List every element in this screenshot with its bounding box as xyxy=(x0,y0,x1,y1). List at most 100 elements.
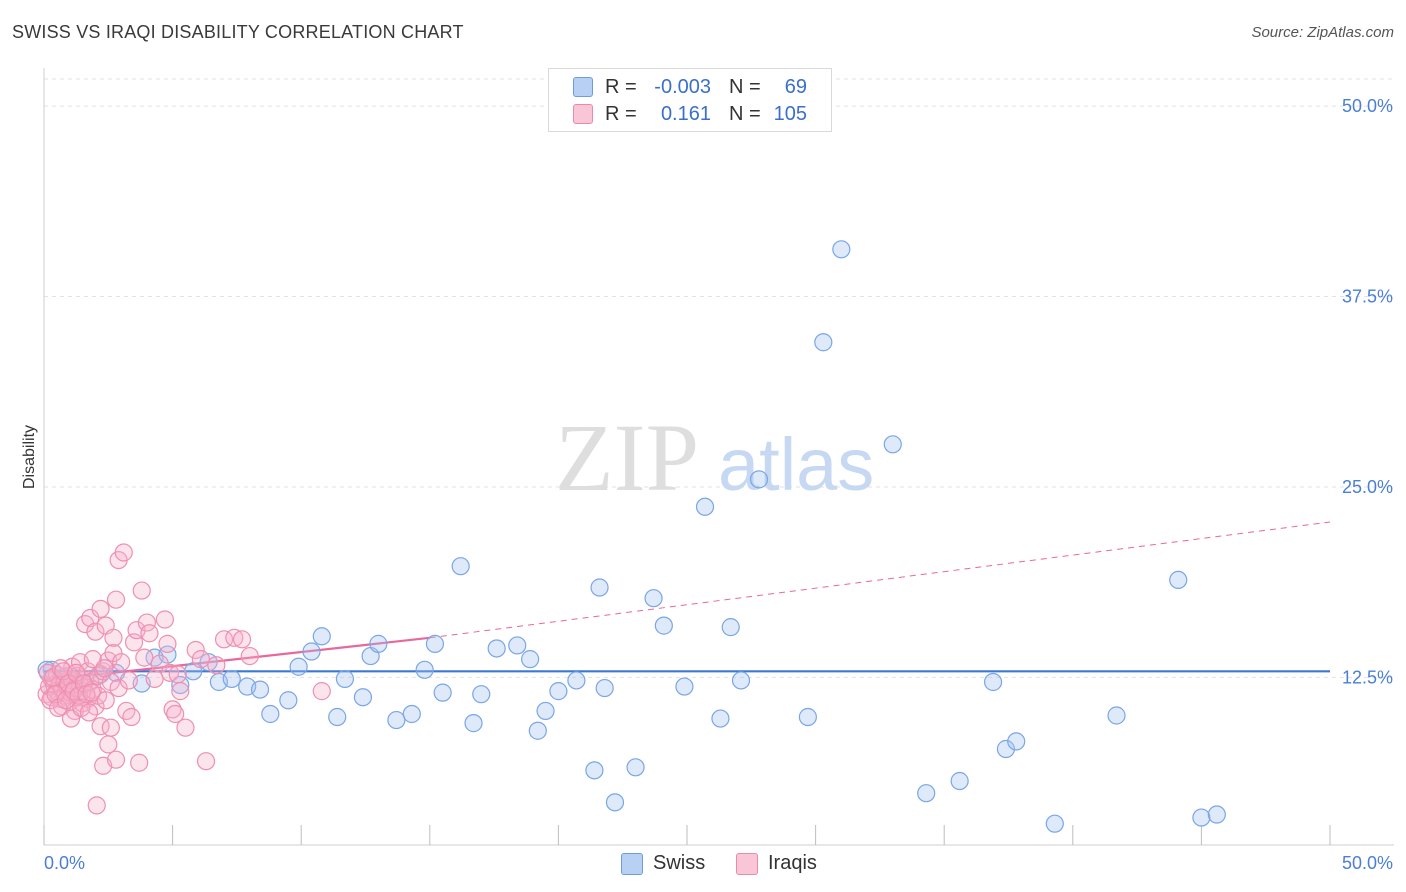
iraqis-point xyxy=(137,613,156,632)
swiss-point xyxy=(567,671,586,690)
legend-r-label: R = xyxy=(605,75,637,98)
iraqis-point xyxy=(106,750,126,769)
legend-r-value: 0.161 xyxy=(660,102,711,125)
swiss-swatch-icon xyxy=(573,77,593,97)
y-tick-label: 50.0% xyxy=(1342,96,1393,116)
swiss-point xyxy=(1207,805,1226,824)
iraqis-point xyxy=(232,630,252,649)
watermark: ZIP atlas xyxy=(555,404,874,511)
swiss-point xyxy=(590,578,609,597)
swiss-point xyxy=(521,650,540,669)
iraqis-point xyxy=(135,648,154,667)
swiss-point xyxy=(222,669,241,689)
grid-lines xyxy=(44,78,1394,678)
y-tick-labels: 12.5% 25.0% 37.5% 50.0% xyxy=(1342,96,1393,687)
swiss-point xyxy=(402,704,421,724)
iraqis-point xyxy=(150,654,169,673)
swiss-point xyxy=(731,671,751,690)
iraqis-trend-line xyxy=(429,521,1331,639)
swiss-point xyxy=(289,657,308,676)
legend-n-value: 69 xyxy=(784,75,807,98)
swiss-point xyxy=(508,636,527,655)
swiss-point xyxy=(261,704,280,724)
bottom-legend: Swiss Iraqis xyxy=(0,852,1406,878)
legend-n-label: N = xyxy=(729,102,761,125)
swiss-point xyxy=(472,685,491,704)
iraqis-point xyxy=(101,718,120,737)
trend-lines xyxy=(43,521,1331,682)
iraqis-point xyxy=(186,640,205,660)
iraqis-point xyxy=(99,735,118,754)
swiss-point xyxy=(451,557,470,576)
swiss-point xyxy=(312,627,331,646)
iraqis-point xyxy=(74,674,93,693)
iraqis-swatch-icon xyxy=(736,852,758,875)
swiss-point xyxy=(425,634,445,653)
iraqis-point xyxy=(109,678,128,698)
watermark-atlas: atlas xyxy=(718,423,874,506)
swiss-point xyxy=(1045,814,1064,833)
swiss-point xyxy=(711,709,730,728)
swiss-point xyxy=(832,240,851,259)
swiss-point xyxy=(528,721,547,740)
swiss-point xyxy=(585,761,604,780)
iraqis-point xyxy=(104,628,123,647)
iraqis-point xyxy=(122,707,141,727)
iraqis-point xyxy=(196,752,216,771)
swiss-point xyxy=(171,675,190,695)
swiss-point xyxy=(487,639,506,658)
swiss-point xyxy=(950,771,969,791)
swiss-swatch-icon xyxy=(621,852,643,875)
iraqis-point xyxy=(96,691,115,710)
iraqis-point xyxy=(104,643,123,663)
swiss-point xyxy=(605,793,625,812)
swiss-point xyxy=(387,710,406,730)
legend-label-iraqis: Iraqis xyxy=(768,852,817,874)
swiss-point xyxy=(464,714,483,733)
iraqis-point xyxy=(82,683,101,702)
iraqis-point xyxy=(119,671,138,690)
y-tick-label: 25.0% xyxy=(1342,477,1393,497)
x-tick-label: 50.0% xyxy=(1342,853,1393,873)
swiss-point xyxy=(369,634,388,653)
iraqis-point xyxy=(130,753,149,772)
legend-r-value: -0.003 xyxy=(654,75,711,98)
swiss-point xyxy=(1169,570,1188,590)
y-axis-label: Disability xyxy=(21,425,38,489)
legend: R = -0.003 N = 69 R = 0.161 N = 105 xyxy=(548,68,832,132)
iraqis-point xyxy=(106,590,126,609)
chart-title: SWISS VS IRAQI DISABILITY CORRELATION CH… xyxy=(12,22,464,42)
swiss-point xyxy=(353,688,373,707)
swiss-point xyxy=(675,677,694,696)
iraqis-point xyxy=(95,659,114,678)
iraqis-point xyxy=(145,669,164,689)
source-label: Source: ZipAtlas.com xyxy=(1251,24,1394,41)
swiss-point xyxy=(1192,808,1211,827)
y-tick-label: 12.5% xyxy=(1342,667,1393,687)
iraqis-point xyxy=(114,543,133,562)
iraqis-point xyxy=(79,703,99,722)
iraqis-point xyxy=(158,634,177,653)
axes xyxy=(43,68,1394,846)
legend-n-label: N = xyxy=(729,75,761,98)
iraqis-point xyxy=(207,656,226,675)
iraqis-point xyxy=(132,581,151,600)
swiss-point xyxy=(1007,732,1026,751)
iraqis-point xyxy=(225,628,244,647)
swiss-point xyxy=(549,682,568,701)
swiss-point xyxy=(1107,706,1126,725)
iraqis-point xyxy=(312,682,331,701)
iraqis-point xyxy=(112,653,131,672)
legend-item-iraqis: Iraqis xyxy=(736,852,817,875)
iraqis-point xyxy=(160,663,180,682)
iraqis-point xyxy=(240,646,259,666)
iraqis-point xyxy=(176,718,195,737)
swiss-point xyxy=(917,784,936,803)
legend-row-swiss: R = -0.003 N = 69 xyxy=(573,74,807,100)
swiss-point xyxy=(883,435,902,454)
iraqis-point xyxy=(171,682,190,701)
iraqis-point xyxy=(87,796,106,815)
data-points xyxy=(37,240,1226,833)
y-tick-label: 37.5% xyxy=(1342,287,1393,307)
swiss-point xyxy=(279,691,298,710)
